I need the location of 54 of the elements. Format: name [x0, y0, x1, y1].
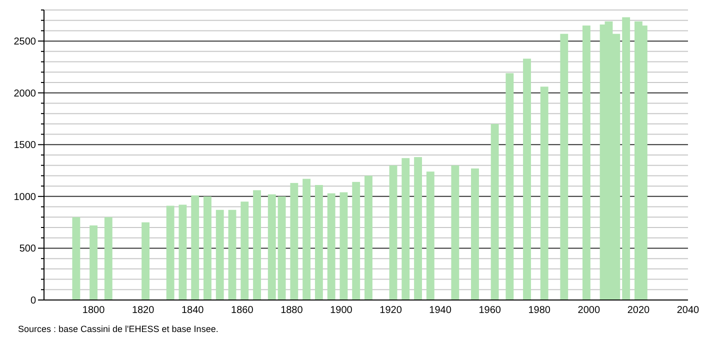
- y-tick-label: 2000: [14, 88, 36, 100]
- bar: [540, 86, 548, 300]
- bar: [327, 193, 336, 300]
- x-tick-label: 1940: [429, 305, 452, 316]
- bar: [622, 17, 630, 300]
- bar: [302, 178, 311, 300]
- bar: [142, 222, 150, 300]
- bar: [389, 165, 398, 300]
- y-tick-label: 1500: [14, 140, 36, 152]
- bar: [506, 73, 514, 300]
- bar: [523, 58, 531, 300]
- bar: [451, 165, 460, 300]
- bar: [290, 182, 298, 300]
- x-tick-label: 1820: [132, 305, 155, 316]
- bar: [240, 202, 249, 300]
- bar: [268, 194, 276, 300]
- bar: [471, 168, 479, 300]
- x-tick-label: 1900: [330, 305, 353, 316]
- bar: [314, 185, 323, 300]
- bar: [490, 124, 499, 300]
- bar: [204, 196, 212, 300]
- bar: [340, 192, 348, 300]
- y-tick-label: 0: [30, 296, 36, 306]
- bar: [166, 206, 174, 300]
- x-tick-label: 1800: [82, 305, 106, 316]
- bar: [582, 26, 590, 300]
- x-tick-label: 2040: [676, 305, 700, 316]
- bar: [426, 172, 434, 300]
- bar: [104, 217, 112, 300]
- x-tick-label: 1860: [231, 305, 254, 316]
- bar: [178, 204, 187, 300]
- bar: [278, 196, 286, 300]
- y-tick-label: 500: [19, 244, 36, 255]
- x-tick-label: 1840: [181, 305, 204, 316]
- y-tick-label: 1000: [14, 192, 36, 203]
- bar: [402, 158, 410, 300]
- x-tick-label: 2020: [627, 305, 650, 316]
- y-tick-label: 2500: [14, 36, 36, 48]
- x-tick-label: 1980: [528, 305, 551, 316]
- bar: [364, 176, 372, 300]
- bar: [90, 225, 98, 300]
- bar: [414, 157, 422, 300]
- x-tick-label: 1960: [478, 305, 502, 316]
- bar: [191, 195, 200, 300]
- bar: [352, 182, 360, 300]
- x-tick-label: 1880: [280, 305, 304, 316]
- bar: [560, 34, 568, 300]
- x-tick-label: 1920: [380, 305, 402, 316]
- bar: [228, 210, 236, 300]
- bar: [216, 210, 224, 300]
- source-note: Sources : base Cassini de l'EHESS et base Insee.: [18, 324, 218, 334]
- bar: [253, 190, 261, 300]
- x-tick-label: 2000: [578, 305, 600, 316]
- bar: [72, 217, 80, 300]
